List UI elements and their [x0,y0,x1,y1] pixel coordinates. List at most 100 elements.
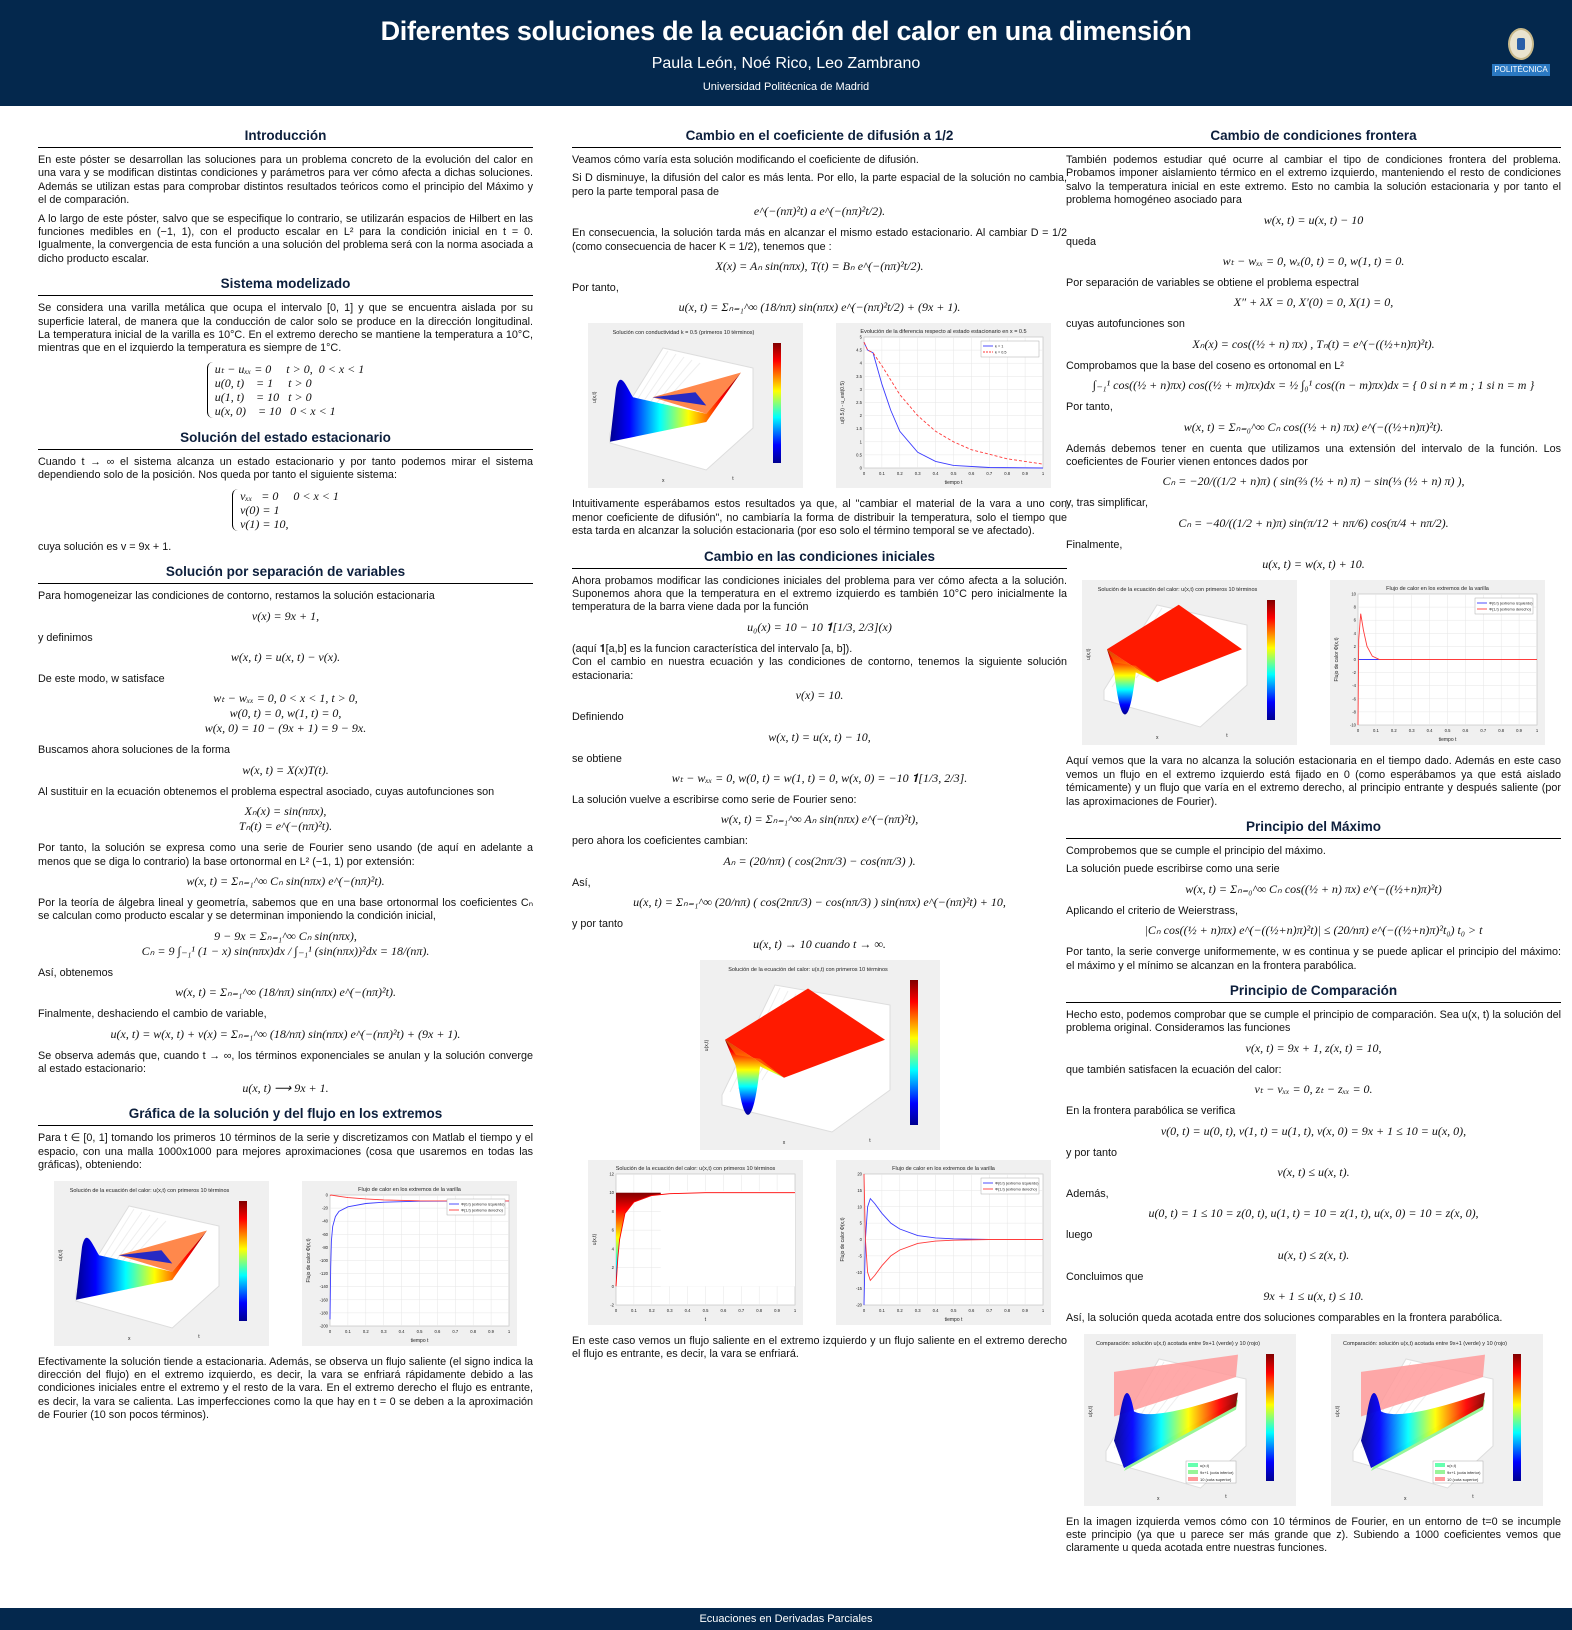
x-tick-label: 0.9 [1022,1308,1028,1313]
paragraph: que también satisfacen la ecuación del c… [1066,1063,1282,1076]
x-axis-label: x [1156,735,1159,741]
paragraph: pero ahora los coeficientes cambian: [572,835,748,848]
x-axis-label: t [705,1317,707,1323]
y-tick-label: -180 [319,1310,328,1315]
equation: w(x, t) = X(x)T(t). [242,762,329,777]
paragraph: Además, [1066,1187,1109,1200]
z-axis-label: u(x,t) [1088,1405,1094,1417]
legend: Φ(0,t) (extremo izquierdo) Φ(1,t) (extrem… [446,1198,505,1215]
x-tick-label: 0.6 [968,1308,974,1313]
x-tick-label: 0 [863,471,866,476]
logo-label: POLITÉCNICA [1492,64,1550,76]
paragraph: La solución puede escribirse como una se… [1066,863,1280,876]
x-tick-label: 0.8 [1498,728,1504,733]
paragraph: Concluimos que [1066,1270,1144,1283]
section-title: Gráfica de la solución y del flujo en lo… [38,1106,533,1127]
colorbar [1513,1353,1522,1481]
y-tick-label: -20 [322,1205,329,1210]
y-axis-label: t [869,1138,871,1144]
section-cambio-en-el-coeficiente-de-difusion-a-1-2: Cambio en el coeficiente de difusión a 1… [572,128,1067,539]
legend-entry: 9x+1 (cota inferior) [1200,1470,1234,1475]
y-tick-label: -100 [319,1258,328,1263]
upper-bound-plane [1113,1354,1238,1417]
figure-title: Solución de la ecuación del calor: u(x,t… [1098,587,1258,593]
paragraph: Por separación de variables se obtiene e… [1066,277,1359,290]
x-tick-label: 0.5 [950,471,956,476]
paragraph: Ahora probamos modificar las condiciones… [572,574,1067,614]
x-tick-label: 0.1 [1373,728,1379,733]
legend-entry: k = 0.5 [995,351,1007,355]
x-tick-label: 0.3 [915,471,921,476]
paragraph: (aquí 𝟏[a,b] es la funcion característic… [572,642,1067,682]
legend-entry: u(x,t) [1447,1463,1457,1468]
colorbar [1267,600,1276,721]
equation-system-body: uₜ − uₓₓ = 0 t > 0, 0 < x < 1 u(0, t) = … [206,361,364,418]
section-principio-de-comparacion: Principio de Comparación Hecho esto, pode… [1066,983,1561,1556]
x-tick-label: 0.9 [1516,728,1522,733]
figure-title: Comparación: solución u(x,t) acotada ent… [1096,1341,1260,1347]
upper-bound-plane [1361,1354,1486,1417]
x-axis-label: tiempo t [1438,737,1456,743]
paragraph: Si D disminuye, la difusión del calor es… [572,172,1067,198]
x-tick-label: 0.4 [398,1329,404,1334]
x-tick-label: 0.2 [897,471,903,476]
y-tick-label: -4 [1352,683,1356,688]
section-introduccion: Introducción En este póster se desarrolla… [38,128,533,266]
surface-plot: Comparación: solución u(x,t) acotada ent… [1083,1333,1296,1506]
y-tick-label: 10 [857,1204,862,1209]
y-tick-label: 15 [857,1187,862,1192]
poster-title: Diferentes soluciones de la ecuación del… [380,16,1192,46]
equation-system: uₜ − uₓₓ = 0 t > 0, 0 < x < 1 u(0, t) = … [38,361,533,420]
paragraph: Así, obtenemos [38,966,114,979]
poster-header: Diferentes soluciones de la ecuación del… [0,0,1572,106]
x-tick-label: 0.4 [932,1308,938,1313]
x-tick-label: 0.9 [774,1308,780,1313]
x-tick-label: 0.5 [1444,728,1450,733]
equation: X″ + λX = 0, X′(0) = 0, X(1) = 0, [1233,295,1394,310]
x-tick-label: 1 [508,1329,511,1334]
line-plot: Evolución de la diferencia respecto al e… [835,323,1051,489]
x-tick-label: 1 [1536,728,1539,733]
y-tick-label: 5 [859,1220,862,1225]
figure-title: Solución de la ecuación del calor: u(x,t… [728,967,888,973]
y-tick-label: 12 [610,1171,615,1176]
x-tick-label: 0.7 [739,1308,745,1313]
colorbar [773,343,782,464]
series-line [863,1197,1043,1305]
y-tick-label: -10 [1350,723,1357,728]
x-tick-label: 0.7 [986,1308,992,1313]
y-tick-label: -10 [856,1269,863,1274]
equation: Cₙ = −40/((1/2 + n)π) sin(π/12 + nπ/6) c… [1178,515,1449,530]
paragraph: Por tanto, [572,282,619,295]
paragraph: Veamos cómo varía esta solución modifica… [572,154,919,166]
x-tick-label: 1 [1042,471,1045,476]
section-grafica-de-la-solucion-y-del-flujo-en-los-extremos: Gráfica de la solución y del flujo en lo… [38,1106,533,1422]
x-axis-label: tiempo t [944,1317,962,1323]
surface-plot: Solución con conductividad k = 0.5 (prim… [588,323,804,489]
paragraph: Además debemos tener en cuenta que utili… [1066,442,1561,469]
z-axis-label: u(x,t) [1335,1405,1341,1417]
equation: v(0, t) = u(0, t), v(1, t) = u(1, t), v(… [1160,1123,1467,1138]
legend-entry: Φ(0,t) (extremo izquierdo) [1489,602,1533,606]
y-axis-label: t [733,476,735,482]
x-tick-label: 0.6 [968,471,974,476]
x-tick-label: 0.4 [1426,728,1432,733]
equation: v(x, t) = 9x + 1, z(x, t) = 10, [1245,1040,1382,1055]
y-tick-label: -160 [319,1297,328,1302]
line-plot: Solución de la ecuación del calor: u(x,t… [588,1159,804,1325]
y-tick-label: -120 [319,1271,328,1276]
equation: u(x, t) = w(x, t) + v(x) = Σₙ₌₁^∞ (18/nπ… [110,1026,461,1041]
y-tick-label: 4 [612,1246,615,1251]
surface-plot: Solución de la ecuación del calor: u(x,t… [699,959,940,1150]
equation: w(x, t) = Σₙ₌₀^∞ Cₙ cos((½ + n) πx) e^(−… [1185,881,1442,896]
equation: ∫₋₁¹ cos((½ + n)πx) cos((½ + m)πx)dx = ½… [1092,378,1535,393]
y-tick-label: -140 [319,1284,328,1289]
z-axis-label: u(x,t) [592,392,598,404]
seal-icon [1508,28,1534,60]
x-tick-label: 0.2 [1391,728,1397,733]
equation: Xₙ(x) = sin(nπx), Tₙ(t) = e^(−(nπ)²t). [238,804,333,834]
x-tick-label: 0 [329,1329,332,1334]
legend-entry: Φ(1,t) (extremo derecho) [1489,608,1532,612]
y-axis-label: Flujo de calor Φ(x,t) [306,1238,312,1282]
solution-surface [610,372,742,443]
